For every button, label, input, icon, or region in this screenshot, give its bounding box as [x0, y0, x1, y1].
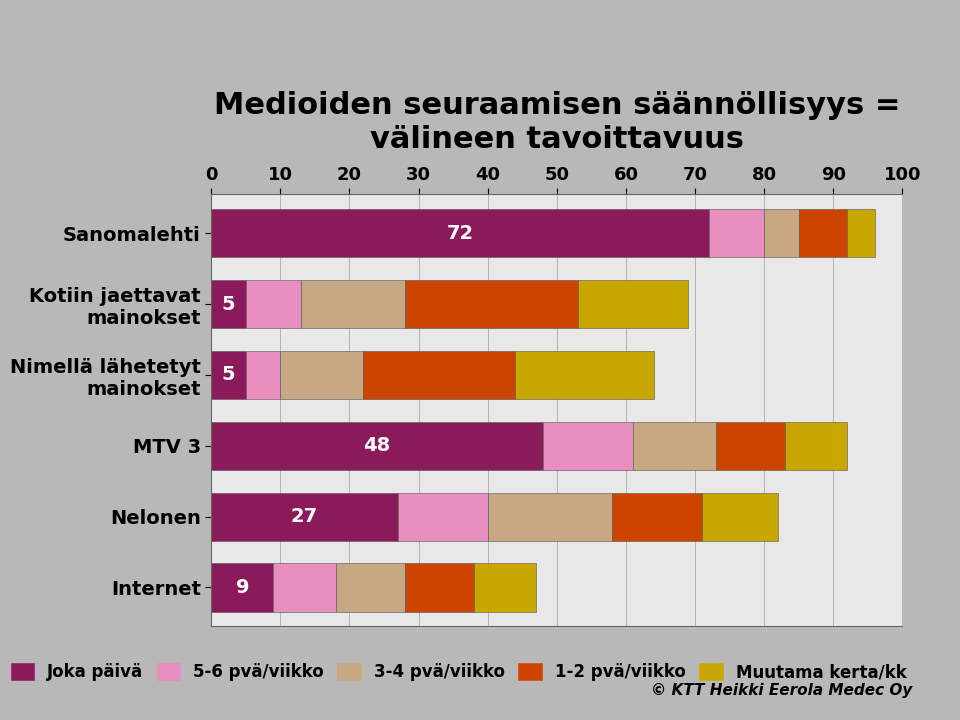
- Bar: [336, 563, 405, 611]
- Bar: [702, 492, 778, 541]
- Bar: [211, 210, 708, 258]
- Bar: [612, 492, 702, 541]
- Text: 48: 48: [364, 436, 391, 455]
- Text: 72: 72: [446, 224, 473, 243]
- Bar: [785, 422, 847, 470]
- Bar: [363, 351, 516, 399]
- Text: Medioiden seuraamisen säännöllisyys =
välineen tavoittavuus: Medioiden seuraamisen säännöllisyys = vä…: [213, 91, 900, 153]
- Bar: [274, 563, 336, 611]
- Bar: [301, 280, 405, 328]
- Bar: [488, 492, 612, 541]
- Bar: [847, 210, 875, 258]
- Bar: [246, 280, 301, 328]
- Bar: [280, 351, 363, 399]
- Bar: [211, 563, 274, 611]
- Text: 9: 9: [235, 578, 249, 597]
- Bar: [211, 280, 246, 328]
- Text: 27: 27: [291, 507, 318, 526]
- Bar: [516, 351, 654, 399]
- Legend: Joka päivä, 5-6 pvä/viikko, 3-4 pvä/viikko, 1-2 pvä/viikko, Muutama kerta/kk: Joka päivä, 5-6 pvä/viikko, 3-4 pvä/viik…: [4, 657, 913, 688]
- Bar: [246, 351, 280, 399]
- Bar: [397, 492, 488, 541]
- Bar: [543, 422, 633, 470]
- Bar: [405, 280, 578, 328]
- Text: 5: 5: [222, 294, 235, 314]
- Bar: [799, 210, 847, 258]
- Bar: [405, 563, 474, 611]
- Bar: [633, 422, 716, 470]
- Text: © KTT Heikki Eerola Medec Oy: © KTT Heikki Eerola Medec Oy: [651, 683, 912, 698]
- Bar: [211, 351, 246, 399]
- Bar: [474, 563, 536, 611]
- Bar: [764, 210, 799, 258]
- Bar: [211, 422, 543, 470]
- Bar: [716, 422, 785, 470]
- Bar: [578, 280, 688, 328]
- Bar: [211, 492, 397, 541]
- Bar: [708, 210, 764, 258]
- Text: 5: 5: [222, 366, 235, 384]
